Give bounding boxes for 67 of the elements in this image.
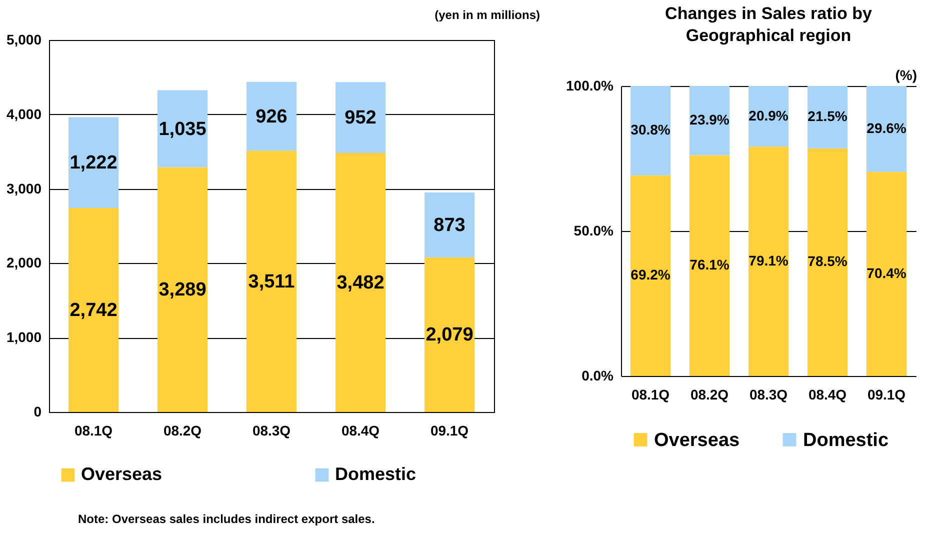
bar (424, 192, 474, 258)
y-tick-label: 4,000 (6, 106, 42, 122)
y-tick-label: 50.0% (574, 222, 614, 238)
data-label: 29.6% (866, 120, 907, 136)
y-tick-label: 2,000 (6, 254, 42, 271)
bar (630, 175, 670, 376)
bar (336, 152, 386, 412)
legend-label: Domestic (335, 464, 416, 484)
data-label: 926 (256, 106, 288, 128)
legend-label: Overseas (81, 464, 162, 484)
bar (690, 155, 730, 376)
chart-title: Changes in Sales ratio by Geographical region (665, 4, 872, 45)
data-label: 30.8% (630, 122, 671, 138)
bar (808, 86, 848, 148)
bar (630, 86, 670, 176)
bar (158, 167, 208, 412)
y-tick-label: 0 (34, 404, 42, 420)
bar (748, 86, 788, 147)
x-tick-label: 08.1Q (631, 386, 670, 402)
bar (866, 86, 906, 172)
data-label: 3,289 (158, 280, 206, 301)
bar (424, 257, 474, 412)
bar (866, 172, 906, 376)
x-tick-label: 09.1Q (867, 386, 906, 402)
bar (748, 146, 788, 376)
x-tick-label: 09.1Q (430, 422, 469, 438)
x-tick-label: 08.1Q (74, 422, 113, 438)
bar (336, 82, 386, 153)
data-label: 70.4% (866, 264, 907, 281)
bar (246, 150, 296, 412)
x-tick-label: 08.3Q (749, 386, 788, 402)
data-label: 79.1% (748, 252, 789, 268)
data-label: 2,742 (70, 300, 118, 321)
text: (%) (895, 67, 917, 83)
data-label: 78.5% (808, 253, 848, 270)
data-label: 952 (344, 108, 376, 129)
x-tick-label: 08.2Q (163, 422, 202, 438)
data-label: 1,222 (70, 152, 118, 174)
x-tick-label: 08.3Q (252, 422, 291, 438)
data-label: 1,035 (158, 118, 207, 140)
text: Note: Overseas sales includes indirect export sales. (78, 512, 375, 526)
x-tick-label: 08.2Q (690, 386, 729, 402)
y-tick-label: 3,000 (6, 180, 42, 196)
data-label: 873 (434, 214, 466, 236)
data-label: 20.9% (748, 107, 789, 124)
bar (68, 208, 118, 412)
data-label: 76.1% (690, 256, 730, 273)
bar (808, 148, 848, 376)
data-label: 21.5% (808, 108, 848, 124)
bar (68, 117, 118, 208)
data-label: 2,079 (426, 324, 474, 346)
data-label: 69.2% (630, 266, 671, 283)
text: (yen in m millions) (434, 8, 540, 22)
y-tick-label: 100.0% (566, 78, 614, 94)
legend-label: Overseas (654, 430, 740, 451)
bar (158, 90, 208, 168)
legend-label: Domestic (803, 430, 889, 451)
y-tick-label: 0.0% (582, 368, 614, 384)
data-label: 3,511 (248, 271, 296, 292)
bar (246, 82, 296, 151)
data-label: 3,482 (336, 272, 384, 294)
y-tick-label: 5,000 (6, 32, 42, 48)
data-label: 23.9% (690, 112, 730, 128)
bar (690, 86, 730, 156)
x-tick-label: 08.4Q (808, 386, 847, 402)
x-tick-label: 08.4Q (341, 422, 380, 438)
y-tick-label: 1,000 (6, 329, 42, 346)
